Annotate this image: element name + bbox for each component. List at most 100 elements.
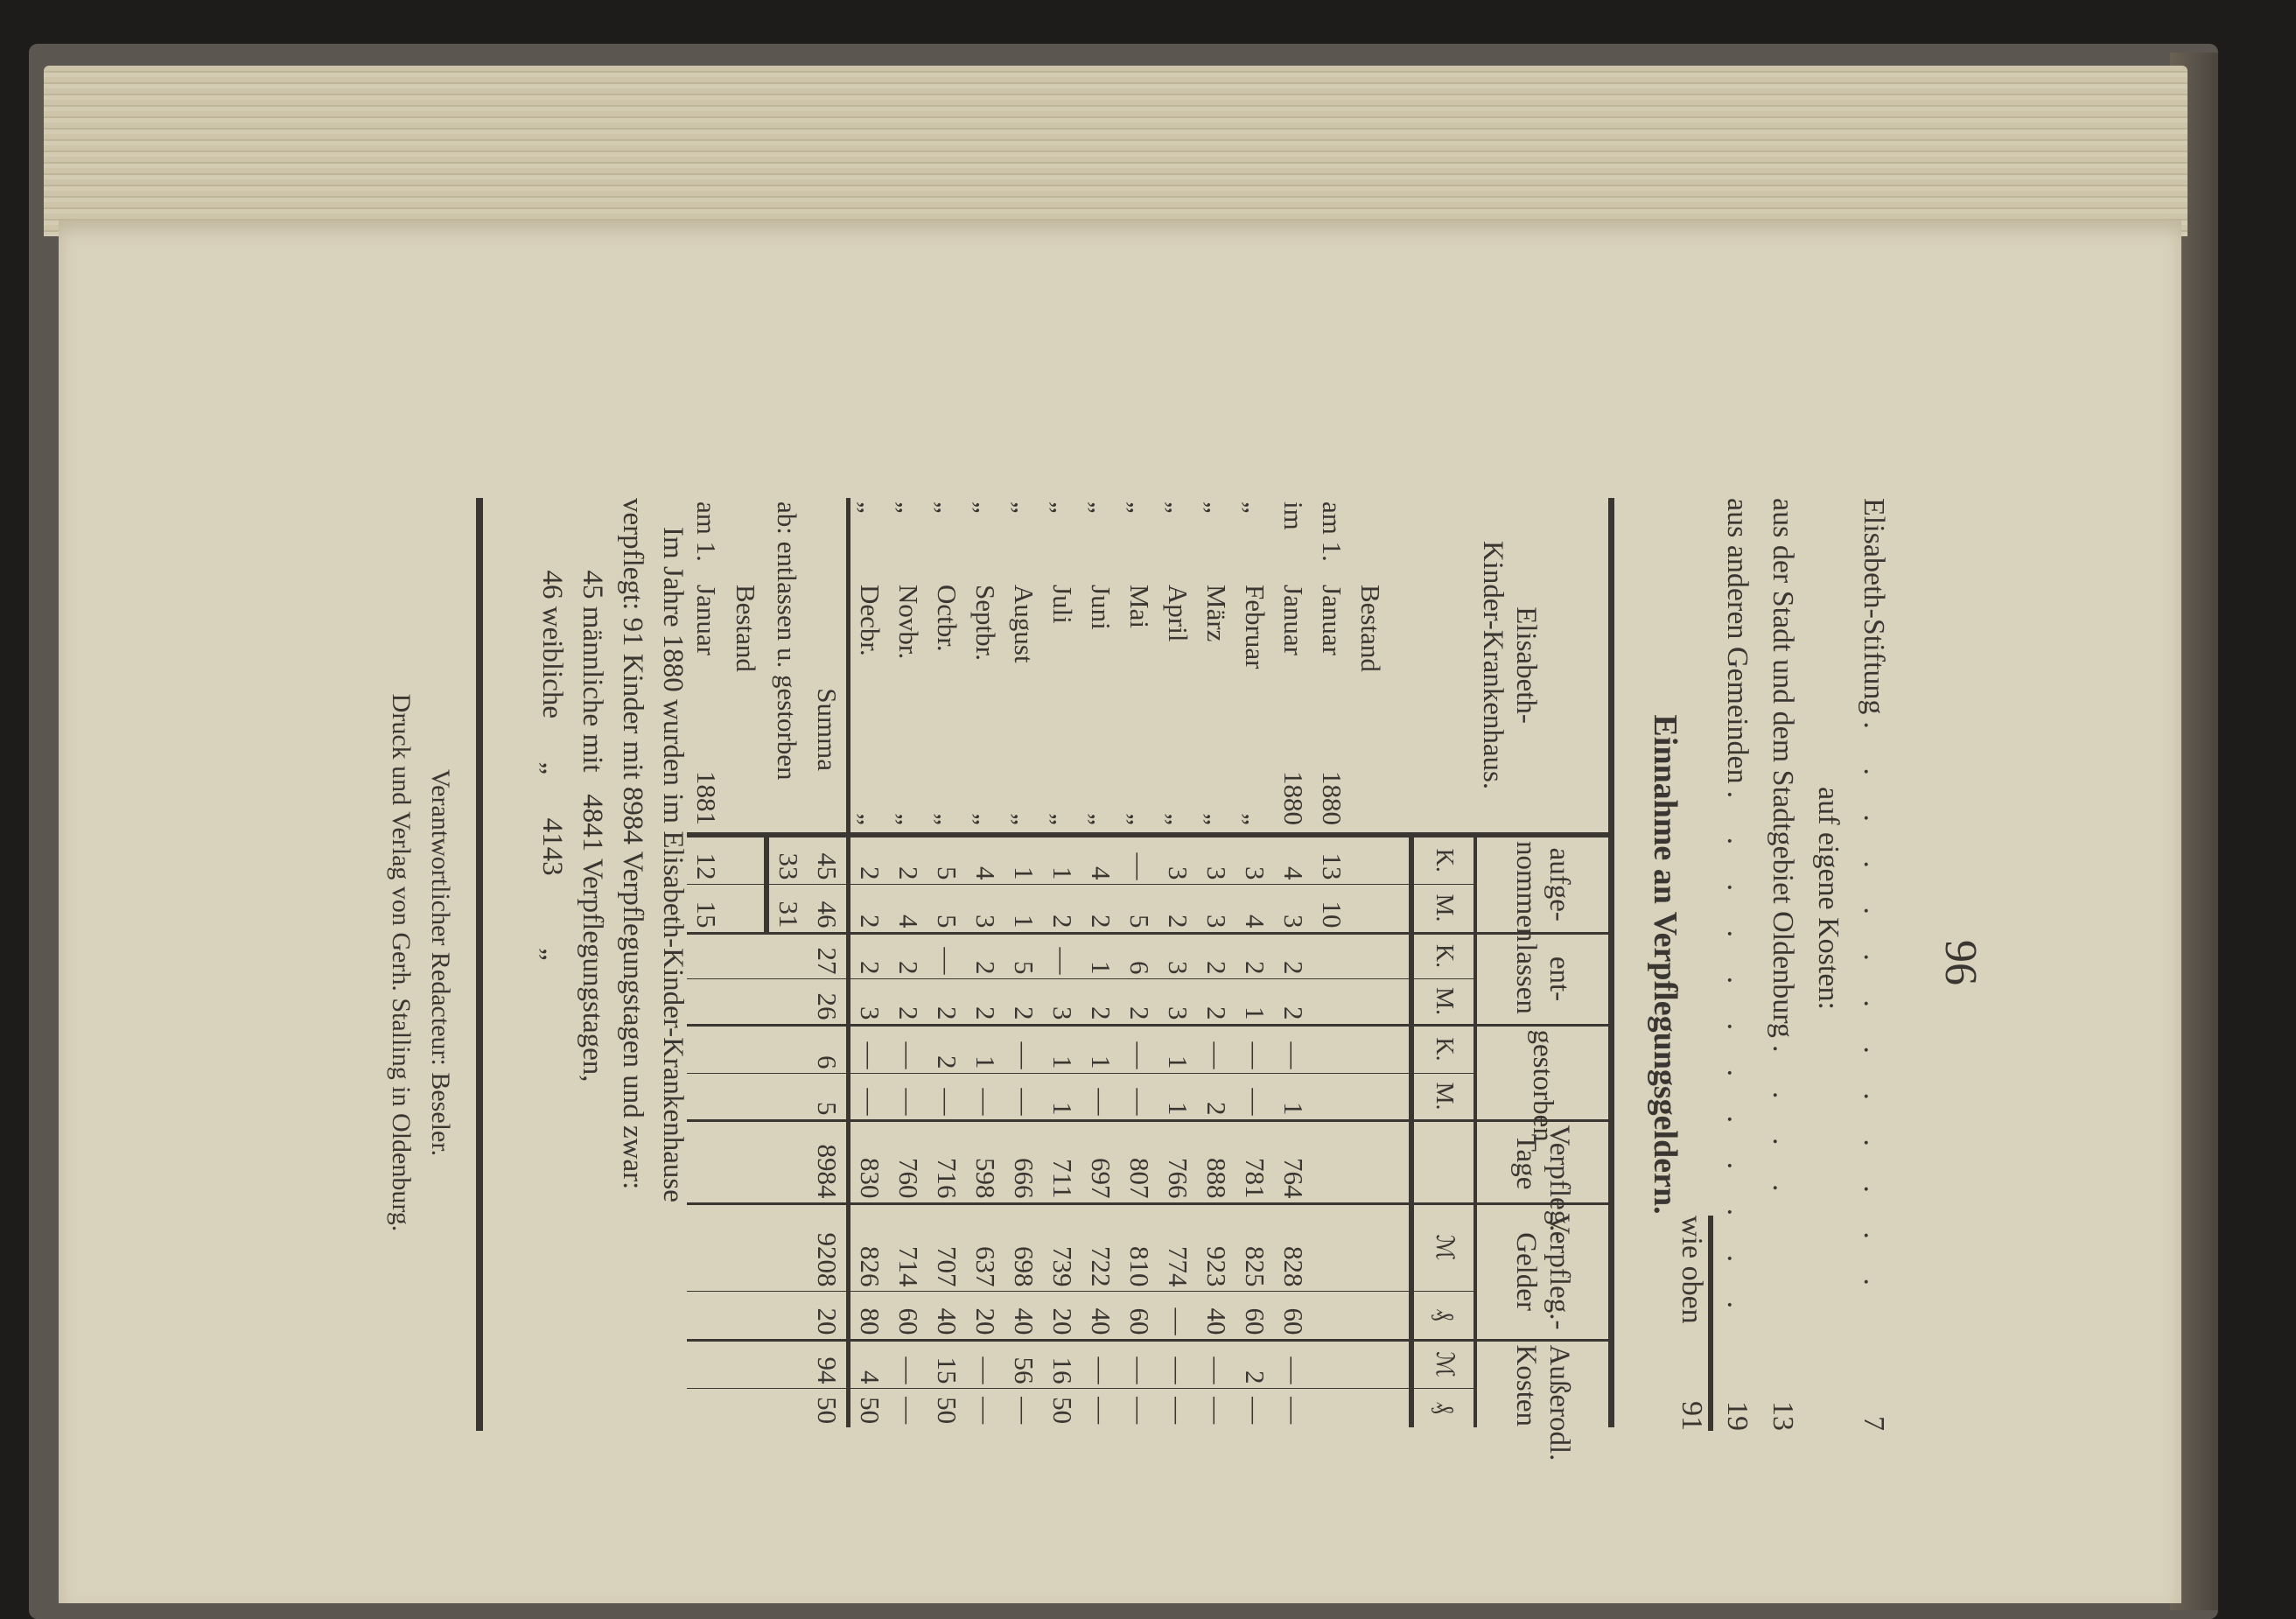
- page-content: 96 Elisabeth-Stiftung . . . . . . . . . .…: [359, 468, 1995, 1461]
- table-cell: [1351, 1340, 1390, 1389]
- row-label: „ Juli „: [1043, 498, 1082, 835]
- sum-rule: [1708, 1216, 1713, 1431]
- bestand-row: Bestand: [725, 498, 766, 1428]
- table-cell: 1: [1043, 835, 1082, 884]
- table-cell: 13: [1312, 835, 1351, 884]
- closing-row: am 1. Januar 1881 12 15: [687, 498, 725, 1428]
- table-cell: —: [966, 1388, 1004, 1428]
- summa-label-text: Summa: [812, 688, 843, 771]
- summa-cell: 20: [808, 1291, 849, 1341]
- table-row: „Februar„ 3 4 2 1— —781 825 60 2—: [1236, 498, 1274, 1428]
- label-month: Februar: [1240, 585, 1270, 669]
- table-cell: 711: [1043, 1120, 1082, 1204]
- deduction-cell: [766, 1291, 808, 1341]
- deduction-cell: [766, 978, 808, 1026]
- table-cell: [1351, 1120, 1390, 1204]
- table-cell: 1: [1158, 1073, 1197, 1121]
- table-cell: 3: [848, 978, 889, 1026]
- table-cell: 60: [1274, 1291, 1312, 1341]
- deduction-cell: [766, 1388, 808, 1428]
- income-line: aus anderen Gemeinden . . . . . . . . . .…: [1720, 498, 1754, 1431]
- table-cell: 3: [1197, 835, 1236, 884]
- table-cell: —: [889, 1025, 928, 1074]
- table-cell: [1351, 978, 1390, 1026]
- deduction-label: ab: entlassen u. gestorben: [766, 498, 808, 835]
- table-cell: 2: [928, 978, 966, 1026]
- table-cell: 3: [966, 884, 1004, 934]
- table-cell: 707: [928, 1203, 966, 1292]
- table-cell: —: [1082, 1340, 1120, 1389]
- deduction-label-text: ab: entlassen u. gestorben: [772, 501, 803, 781]
- subcolumn-header: K.: [1411, 933, 1475, 979]
- table-cell: 2: [966, 933, 1004, 979]
- label-prefix: „: [970, 501, 1001, 514]
- table-cell: 2: [1197, 1073, 1236, 1121]
- table-row: „Septbr.„ 4 3 2 2 1—598 637 20— —: [966, 498, 1004, 1428]
- table-cell: [1351, 1203, 1390, 1292]
- table-cell: 781: [1236, 1120, 1274, 1204]
- table-cell: 2: [889, 978, 928, 1026]
- table-cell: 1: [1004, 835, 1043, 884]
- table-cell: 764: [1274, 1120, 1312, 1204]
- table-cell: 1: [1274, 1073, 1312, 1121]
- summa-row: Summa 45 46 27 26 6 5 8984 9208 20 94 50: [808, 498, 849, 1428]
- table-cell: —: [1120, 1073, 1158, 1121]
- subcolumn-header: ₰: [1411, 1291, 1475, 1341]
- table-cell: 3: [1043, 978, 1082, 1026]
- table-cell: [1351, 1073, 1390, 1121]
- column-header-line: aufge-: [1544, 847, 1575, 922]
- label-year: 1881: [691, 771, 722, 825]
- column-header-line: Verpfleg.-: [1544, 1125, 1575, 1242]
- label-prefix: „: [855, 501, 886, 514]
- table-cell: 5: [928, 884, 966, 934]
- table-cell: 4: [848, 1340, 889, 1389]
- section-title: Einnahme an Verpflegungsgeldern.: [1647, 714, 1684, 1215]
- income-line: Elisabeth-Stiftung . . . . . . . . . . . …: [1857, 498, 1890, 1431]
- table-cell: [1351, 1025, 1390, 1074]
- deduction-cell: [766, 1340, 808, 1389]
- table-cell: —: [889, 1073, 928, 1121]
- subcolumn-header: ₰: [1411, 1388, 1475, 1428]
- table-cell: 60: [1120, 1291, 1158, 1341]
- table-cell: [1312, 1025, 1351, 1074]
- label-year: „: [1009, 813, 1040, 825]
- leader-dots: [1811, 1010, 1844, 1387]
- deduction-cell: [766, 1073, 808, 1121]
- table-cell: —: [1082, 1073, 1120, 1121]
- bestand-label: Bestand: [725, 498, 766, 835]
- closing-cell: [687, 1388, 725, 1428]
- publisher-line: Druck und Verlag von Gerh. Stalling in O…: [387, 693, 416, 1232]
- table-row: „Novbr.„ 2 4 2 2— —760 714 60— —: [889, 498, 928, 1428]
- income-label: aus anderen Gemeinden: [1721, 498, 1754, 784]
- table-row: imJanuar1880 4 3 2 2—1 764 828 60— —: [1274, 498, 1312, 1428]
- table-cell: 4: [889, 884, 928, 934]
- column-header-line: nommen: [1510, 841, 1542, 943]
- row-label: am 1. Januar 1881: [687, 498, 725, 835]
- leader-dots: . . . . . . . . . . . . .: [1858, 721, 1890, 1301]
- table-cell: 40: [1197, 1291, 1236, 1341]
- table-cell: 739: [1043, 1203, 1082, 1292]
- summa-label: Summa: [808, 498, 849, 835]
- table-cell: 760: [889, 1120, 928, 1204]
- label-year: „: [893, 813, 924, 825]
- table-cell: 698: [1004, 1203, 1043, 1292]
- table-cell: 3: [1197, 884, 1236, 934]
- table-cell: 2: [848, 835, 889, 884]
- subcolumn-header: ℳ: [1411, 1340, 1475, 1389]
- summa-cell: 46: [808, 884, 849, 934]
- label-month: Septbr.: [970, 585, 1001, 661]
- table-cell: 1: [1158, 1025, 1197, 1074]
- label-year: „: [1163, 813, 1194, 825]
- table-cell: 1: [966, 1025, 1004, 1074]
- label-month: Juli: [1047, 585, 1078, 624]
- label-prefix: am 1.: [1317, 501, 1348, 562]
- column-header: Außerodl. Kosten: [1475, 1340, 1612, 1461]
- column-header: aufge-nommen: [1475, 835, 1612, 943]
- closing-cell: [687, 1203, 725, 1292]
- table-cell: 1: [1082, 1025, 1120, 1074]
- subcolumn-header: K.: [1411, 835, 1475, 884]
- label-prefix: „: [1047, 501, 1078, 514]
- label-year: „: [932, 813, 962, 825]
- deduction-row: ab: entlassen u. gestorben 33 31: [766, 498, 808, 1428]
- table-cell: 714: [889, 1203, 928, 1292]
